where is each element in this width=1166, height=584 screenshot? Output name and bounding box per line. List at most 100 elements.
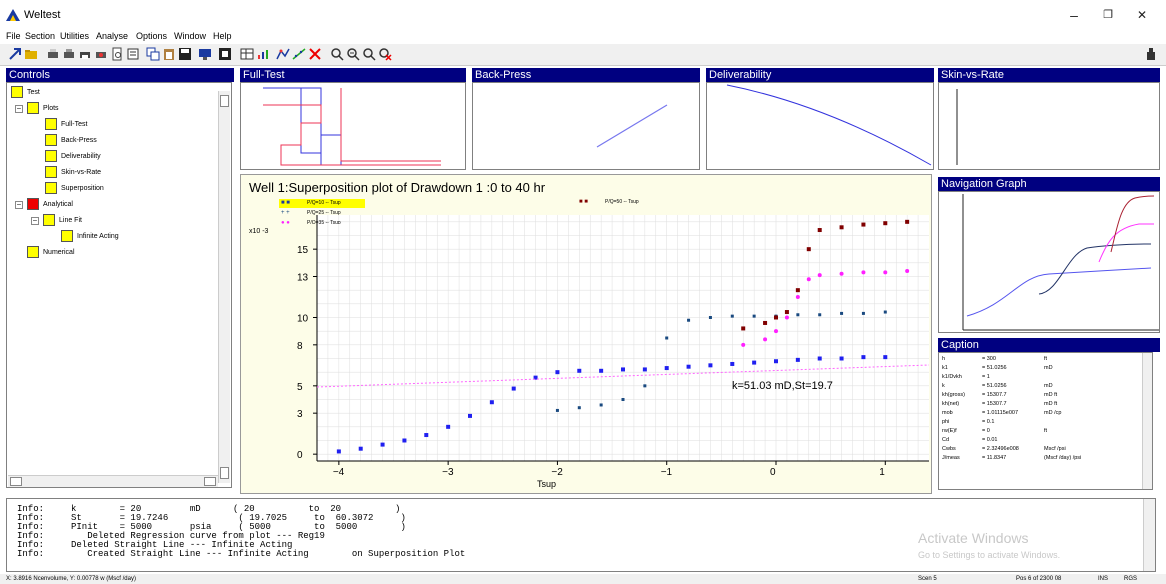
delete-line-icon[interactable] [308, 47, 322, 61]
scroll-up-button[interactable] [220, 95, 229, 107]
menu-options[interactable]: Options [136, 31, 168, 41]
data-point [774, 359, 778, 364]
deliverability-thumbnail[interactable] [706, 82, 934, 170]
data-point [795, 295, 800, 299]
tree-horizontal-scrollbar[interactable] [8, 475, 218, 487]
tree-item-test[interactable]: Test [11, 86, 40, 100]
tree-item-back-press[interactable]: Back-Press [45, 134, 97, 148]
scroll-down-button[interactable] [220, 467, 229, 479]
menu-help[interactable]: Help [213, 31, 232, 41]
menu-utilities[interactable]: Utilities [60, 31, 90, 41]
tree-item-label: Superposition [61, 185, 104, 192]
data-point [468, 413, 472, 418]
report-icon[interactable] [218, 47, 232, 61]
settings-icon[interactable] [1144, 47, 1158, 61]
log-line: Info: Deleted Straight Line --- Infinite… [17, 540, 293, 550]
menu-section[interactable]: Section [25, 31, 56, 41]
scroll-left-button[interactable] [10, 477, 22, 486]
log-scrollbar[interactable] [1143, 499, 1155, 571]
tree-item-full-test[interactable]: Full-Test [45, 118, 87, 132]
print-report-icon[interactable] [94, 47, 108, 61]
menu-bar: File Section Utilities Analyse Options W… [0, 30, 1166, 44]
tree-item-skin-vs-rate[interactable]: Skin-vs-Rate [45, 166, 101, 180]
x-tick-label: 0 [770, 467, 776, 478]
status-cursor-readout: X: 3.8916 Ncenvolume, Y: 0.00778 w (Mscf… [6, 576, 136, 582]
data-point [817, 356, 822, 361]
save-icon[interactable] [178, 47, 192, 61]
tree-vertical-scrollbar[interactable] [218, 91, 230, 483]
tree-item-label: Test [27, 89, 40, 96]
scroll-right-button[interactable] [204, 477, 216, 486]
navigation-graph[interactable] [938, 191, 1160, 333]
minimize-button[interactable]: – [1070, 7, 1078, 23]
monitor-icon[interactable] [198, 47, 212, 61]
tree-item-deliverability[interactable]: Deliverability [45, 150, 101, 164]
zoom-reset-icon[interactable] [362, 47, 376, 61]
full-test-thumbnail[interactable] [240, 82, 466, 170]
menu-window[interactable]: Window [174, 31, 207, 41]
tree-item-superposition[interactable]: Superposition [45, 182, 104, 196]
back-press-thumbnail[interactable] [472, 82, 700, 170]
legend-label-1: P/Q=10 -- Tsup [307, 200, 341, 206]
full-test-mini-plot [263, 87, 441, 166]
tree-expander[interactable]: – [31, 217, 39, 225]
y-tick-label: 3 [297, 409, 303, 420]
legend-marker-1: ■ ■ [281, 200, 290, 206]
line-fit-icon[interactable] [276, 47, 290, 61]
data-point [402, 438, 407, 443]
data-point [806, 247, 811, 252]
print-plot-icon[interactable] [78, 47, 92, 61]
paste-icon[interactable] [162, 47, 176, 61]
menu-analyse[interactable]: Analyse [96, 31, 129, 41]
zoom-clear-icon[interactable] [378, 47, 392, 61]
controls-tree: Test – Plots Full-Test Back-Press Delive… [6, 82, 232, 488]
data-point [817, 273, 822, 278]
tree-item-line-fit[interactable]: Line Fit [43, 214, 82, 228]
data-point [489, 400, 494, 405]
copy-icon[interactable] [146, 47, 160, 61]
maximize-button[interactable]: ❐ [1103, 9, 1113, 21]
legend-marker-4: ■ ■ [579, 199, 588, 205]
tree-item-numerical[interactable]: Numerical [27, 246, 75, 260]
regression-icon[interactable] [292, 47, 306, 61]
data-point [795, 288, 800, 293]
close-button[interactable]: ✕ [1136, 8, 1148, 22]
skin-vs-rate-thumbnail[interactable] [938, 82, 1160, 170]
tree-expander[interactable]: – [15, 201, 23, 209]
tree-item-analytical[interactable]: Analytical [27, 198, 73, 212]
deliverability-mini-plot [726, 84, 932, 166]
print-preview-icon[interactable] [110, 47, 124, 61]
info-log[interactable]: Info: k = 20 mD ( 20 to 20 ) Info: St = … [6, 498, 1156, 572]
superposition-plot[interactable]: Well 1:Superposition plot of Drawdown 1 … [240, 174, 932, 494]
tree-node-icon [45, 150, 57, 163]
zoom-out-icon[interactable] [346, 47, 360, 61]
data-point [621, 398, 625, 401]
print-icon[interactable] [46, 47, 60, 61]
tree-item-infinite-acting[interactable]: Infinite Acting [61, 230, 119, 244]
export-icon[interactable] [126, 47, 140, 61]
data-point [533, 375, 538, 380]
series-2 [555, 310, 887, 412]
data-grid-icon[interactable] [240, 47, 254, 61]
status-ins: INS [1098, 576, 1109, 582]
caption-scrollbar[interactable] [1142, 353, 1152, 489]
new-file-icon[interactable] [8, 47, 22, 61]
fit-annotation: k=51.03 mD,St=19.7 [732, 380, 833, 392]
data-point [861, 222, 866, 227]
chart-icon[interactable] [256, 47, 270, 61]
tree-item-plots[interactable]: Plots [27, 102, 59, 116]
title-bar: Weltest – ❐ ✕ [0, 0, 1166, 30]
log-line: Info: Created Straight Line --- Infinite… [17, 549, 466, 559]
data-point [763, 337, 768, 342]
data-point [905, 269, 910, 274]
tree-expander[interactable]: – [15, 105, 23, 113]
menu-file[interactable]: File [6, 31, 21, 41]
navigation-panel-header: Navigation Graph [938, 177, 1160, 191]
data-point [577, 368, 582, 373]
data-point [730, 361, 735, 366]
tree-node-icon [27, 198, 39, 211]
tree-node-icon [45, 166, 57, 179]
zoom-in-icon[interactable] [330, 47, 344, 61]
open-folder-icon[interactable] [24, 47, 38, 61]
print-setup-icon[interactable] [62, 47, 76, 61]
